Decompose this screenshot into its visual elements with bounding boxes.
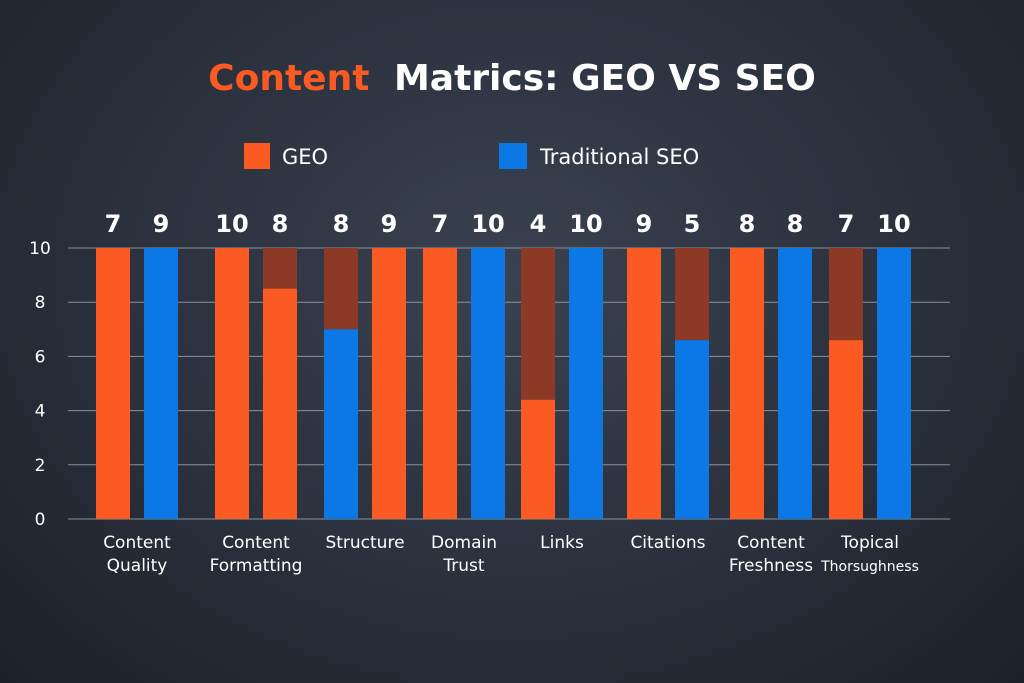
bar-seo: [324, 329, 358, 519]
y-tick-label: 0: [35, 510, 46, 530]
bar-geo: [423, 248, 457, 519]
x-tick-label: Structure: [325, 533, 404, 553]
bar-geo: [829, 340, 863, 519]
x-tick-label: Quality: [107, 556, 168, 576]
value-label-geo: 7: [105, 210, 122, 238]
bar-seo: [263, 288, 297, 519]
value-label-seo: 10: [471, 210, 504, 238]
legend-label-seo: Traditional SEO: [539, 145, 699, 169]
value-label-seo: 5: [684, 210, 701, 238]
bar-geo: [215, 248, 249, 519]
value-label-geo: 4: [530, 210, 547, 238]
value-label-geo: 7: [838, 210, 855, 238]
bar-seo: [675, 340, 709, 519]
bar-geo: [730, 248, 764, 519]
bar-geo-overflow: [521, 248, 555, 400]
x-axis-labels: Content Quality Content Formatting Structure…: [103, 533, 919, 576]
value-label-seo: 8: [272, 210, 289, 238]
value-label-geo: 9: [636, 210, 653, 238]
bar-seo-overflow: [324, 248, 358, 330]
y-tick-label: 10: [29, 239, 51, 259]
y-tick-label: 8: [35, 293, 46, 313]
x-tick-label: Citations: [630, 533, 705, 553]
value-label-seo: 8: [787, 210, 804, 238]
bar-geo: [521, 399, 555, 519]
bar-seo-overflow: [675, 248, 709, 341]
legend-label-geo: GEO: [282, 145, 328, 169]
legend-swatch-seo: [499, 143, 527, 169]
value-label-seo: 10: [569, 210, 602, 238]
y-tick-label: 2: [35, 456, 46, 476]
bar-seo: [569, 248, 603, 519]
y-axis: 0 2 4 6 8 10: [29, 239, 51, 530]
value-label-geo: 7: [432, 210, 449, 238]
x-tick-label: Formatting: [210, 556, 303, 576]
x-tick-label: Domain: [431, 533, 497, 553]
y-tick-label: 4: [35, 402, 46, 422]
value-label-seo: 8: [333, 210, 350, 238]
bar-geo-overflow: [829, 248, 863, 341]
x-tick-label: Trust: [442, 556, 485, 576]
bar-seo: [471, 248, 505, 519]
chart-title: Content Matrics: GEO VS SEO: [208, 58, 816, 99]
x-tick-label: Content: [737, 533, 805, 553]
x-tick-label: Freshness: [729, 556, 813, 576]
legend: GEO Traditional SEO: [244, 143, 699, 169]
bar-seo: [877, 248, 911, 519]
y-tick-label: 6: [35, 347, 46, 367]
bar-geo: [96, 248, 130, 519]
x-tick-label: Content: [103, 533, 171, 553]
value-label-geo: 9: [381, 210, 398, 238]
bar-geo: [627, 248, 661, 519]
bar-seo-overflow: [263, 248, 297, 289]
chart-title-rest: Matrics: GEO VS SEO: [394, 58, 816, 99]
bar-seo: [778, 248, 812, 519]
value-labels: 7 9 10 8 9 8 7 10 4 10 9 5 8 8 7 10: [105, 210, 911, 238]
bar-geo: [372, 248, 406, 519]
value-label-seo: 9: [153, 210, 170, 238]
chart-title-accent: Content: [208, 58, 369, 99]
bars: [96, 248, 911, 519]
legend-swatch-geo: [244, 143, 270, 169]
gridlines: [68, 247, 950, 520]
x-tick-label: Links: [540, 533, 584, 553]
value-label-seo: 10: [877, 210, 910, 238]
value-label-geo: 8: [739, 210, 756, 238]
x-tick-label: Topical: [840, 533, 899, 553]
bar-seo: [144, 248, 178, 519]
x-tick-label: Thorsughness: [820, 559, 919, 575]
value-label-geo: 10: [215, 210, 248, 238]
x-tick-label: Content: [222, 533, 290, 553]
